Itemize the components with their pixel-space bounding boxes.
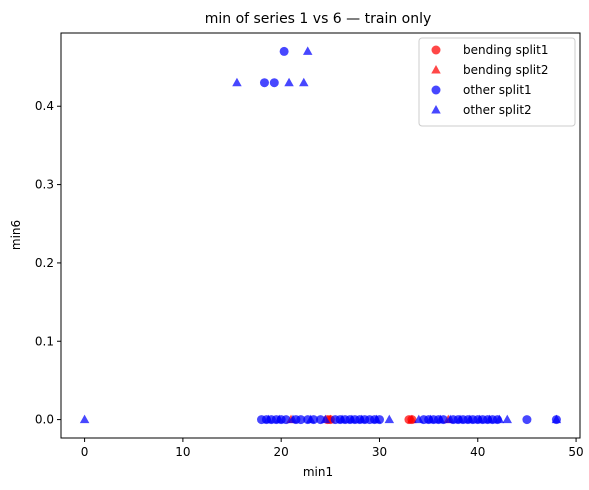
legend-marker [431, 85, 441, 95]
y-tick-label: 0.0 [35, 413, 54, 427]
data-point [522, 415, 532, 425]
data-point [474, 414, 485, 424]
plot-area-frame [60, 32, 581, 439]
series-other-split2 [79, 46, 562, 424]
y-axis-label: min6 [9, 220, 23, 250]
data-point [79, 414, 90, 424]
legend-label: bending split2 [463, 63, 548, 77]
x-tick-label: 50 [568, 445, 583, 459]
legend: bending split1 bending split2 other split1… [418, 37, 576, 127]
legend-marker [431, 45, 441, 55]
legend-marker [431, 65, 441, 74]
data-point [305, 414, 316, 424]
data-point [269, 78, 279, 88]
data-point [296, 415, 306, 425]
legend-label: other split2 [463, 103, 532, 117]
data-point [347, 414, 357, 424]
data-point [384, 414, 395, 424]
data-point [425, 414, 436, 424]
data-point [414, 414, 424, 424]
data-point [494, 414, 505, 424]
x-tick-label: 0 [81, 445, 89, 459]
x-tick-label: 20 [274, 445, 289, 459]
data-point [299, 77, 309, 87]
data-point [263, 414, 274, 424]
data-point [445, 414, 455, 424]
data-point [232, 77, 242, 87]
y-tick-label: 0.4 [35, 99, 54, 113]
data-point [435, 414, 446, 424]
legend-marker [431, 105, 441, 114]
data-point [274, 414, 284, 424]
data-point [465, 414, 475, 424]
data-point [320, 414, 331, 424]
data-point [288, 414, 298, 424]
y-tick-label: 0.3 [35, 178, 54, 192]
y-tick-label: 0.2 [35, 256, 54, 270]
data-point [407, 414, 417, 424]
data-point [337, 414, 347, 424]
data-point [279, 46, 289, 56]
legend-box [418, 37, 576, 127]
x-tick-label: 30 [372, 445, 387, 459]
data-point [371, 414, 382, 424]
data-point [484, 414, 495, 424]
legend-label: other split1 [463, 83, 532, 97]
data-point [357, 414, 367, 424]
x-tick-label: 10 [175, 445, 190, 459]
data-point [302, 46, 313, 55]
data-point [502, 414, 513, 424]
data-point [455, 414, 465, 424]
x-axis-label: min1 [303, 465, 333, 479]
data-point [281, 415, 291, 425]
x-tick-label: 40 [470, 445, 485, 459]
data-point [259, 78, 269, 88]
y-tick-label: 0.1 [35, 334, 54, 348]
legend-label: bending split1 [463, 43, 548, 57]
chart-title: min of series 1 vs 6 — train only [205, 11, 432, 27]
data-point [551, 414, 562, 424]
data-point [284, 77, 294, 87]
